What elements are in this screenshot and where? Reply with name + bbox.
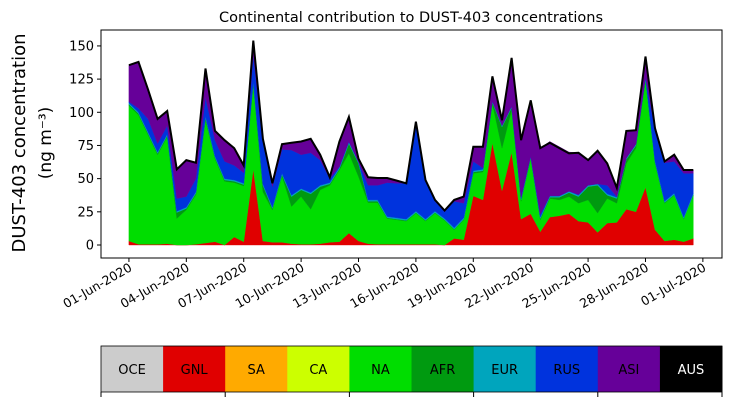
chart-title: Continental contribution to DUST-403 con… <box>219 10 603 26</box>
x-axis: 01-Jun-202004-Jun-202007-Jun-202010-Jun-… <box>60 258 708 311</box>
legend-label: AUS <box>678 363 705 378</box>
legend-item-gnl: GNL <box>163 346 226 392</box>
total-line <box>128 40 694 212</box>
legend-label: AFR <box>430 363 455 378</box>
y-axis-label-line2: (ng m⁻³) <box>36 107 56 180</box>
y-tick-label: 100 <box>69 106 94 121</box>
legend-swatch <box>225 346 288 392</box>
legend-swatch <box>163 346 226 392</box>
colorbar-frame <box>100 345 723 393</box>
y-axis-label-line1: DUST-403 concentration <box>9 33 30 252</box>
legend-swatch <box>597 346 661 392</box>
legend-label: CA <box>309 363 327 378</box>
legend-item-ca: CA <box>287 346 350 392</box>
legend-item-na: NA <box>349 346 412 392</box>
legend-item-rus: RUS <box>535 346 599 392</box>
legend-label: GNL <box>181 363 209 378</box>
legend-swatch <box>659 346 723 392</box>
plot-frame <box>100 29 723 259</box>
legend-item-afr: AFR <box>411 346 475 392</box>
x-tick-label: 01-Jul-2020 <box>638 260 708 309</box>
y-tick-label: 50 <box>77 172 94 187</box>
legend-swatch <box>535 346 599 392</box>
legend-swatch <box>101 346 164 392</box>
y-axis-label: DUST-403 concentration (ng m⁻³) <box>9 33 56 252</box>
area-layers <box>128 40 694 246</box>
legend-label: OCE <box>118 363 146 378</box>
y-tick-label: 0 <box>86 238 94 253</box>
legend-swatch <box>287 346 350 392</box>
legend-label: RUS <box>553 363 580 378</box>
legend-item-asi: ASI <box>597 346 661 392</box>
legend-swatch <box>473 346 537 392</box>
colorbar-legend: OCE GNL SA CA NA AFR EUR RUS ASI AUS <box>100 345 723 397</box>
y-tick-label: 150 <box>69 39 94 54</box>
y-axis: 0 25 50 75 100 125 150 <box>69 39 101 253</box>
legend-swatch <box>349 346 412 392</box>
legend-label: SA <box>248 363 265 378</box>
legend-swatch <box>411 346 475 392</box>
y-tick-label: 25 <box>77 205 94 220</box>
legend-label: ASI <box>618 363 639 378</box>
legend-item-aus: AUS <box>659 346 723 392</box>
legend-item-eur: EUR <box>473 346 537 392</box>
legend-label: EUR <box>491 363 518 378</box>
legend-item-oce: OCE <box>101 346 164 392</box>
y-tick-label: 75 <box>77 139 94 154</box>
legend-label: NA <box>371 363 390 378</box>
y-tick-label: 125 <box>69 73 94 88</box>
legend-item-sa: SA <box>225 346 288 392</box>
